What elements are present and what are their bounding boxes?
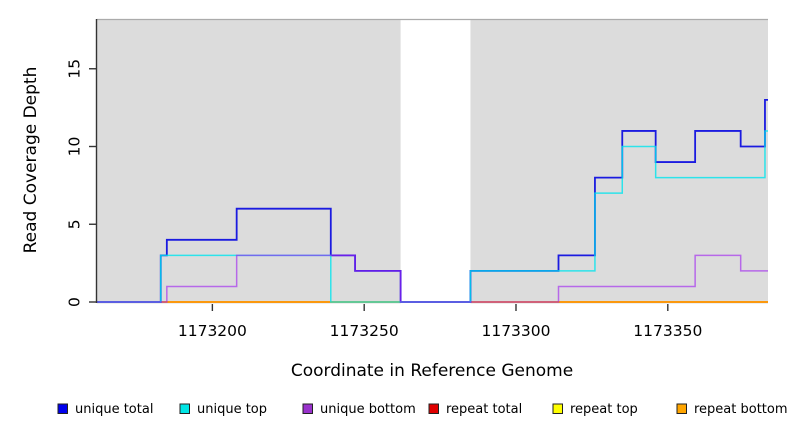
legend-item: repeat bottom [676, 402, 788, 417]
legend-swatch [428, 403, 439, 414]
legend-swatch [552, 403, 563, 414]
series-line-unique-bottom [97, 254, 768, 303]
x-tick-label: 1173350 [633, 322, 702, 340]
legend-item: unique bottom [302, 402, 416, 417]
y-tick-label: 5 [66, 219, 84, 229]
legend-item: repeat total [428, 402, 522, 417]
legend-swatch [57, 403, 68, 414]
legend-label: unique total [75, 402, 153, 417]
y-tick-label: 0 [66, 297, 84, 307]
y-axis-title: Read Coverage Depth [21, 67, 41, 254]
legend-label: repeat top [570, 402, 638, 417]
legend-swatch [302, 403, 313, 414]
x-tick-label: 1173300 [481, 322, 550, 340]
y-tick-label: 10 [66, 137, 84, 157]
legend-label: repeat total [446, 402, 522, 417]
legend-label: repeat bottom [694, 402, 788, 417]
plot-area: 0 5 10 15 1173200 1173250 1173300 1173350 unique… [57, 18, 788, 417]
x-tick-label: 1173200 [178, 322, 247, 340]
shaded-region [470, 19, 768, 304]
legend-item: unique total [57, 402, 153, 417]
legend-item: unique top [179, 402, 267, 417]
legend-label: unique bottom [320, 402, 416, 417]
legend-swatch [179, 403, 190, 414]
legend-label: unique top [197, 402, 267, 417]
legend-swatch [676, 403, 687, 414]
y-tick-label: 15 [66, 59, 84, 79]
x-tick-label: 1173250 [330, 322, 399, 340]
legend-item: repeat top [552, 402, 638, 417]
x-axis-title: Coordinate in Reference Genome [291, 361, 573, 381]
